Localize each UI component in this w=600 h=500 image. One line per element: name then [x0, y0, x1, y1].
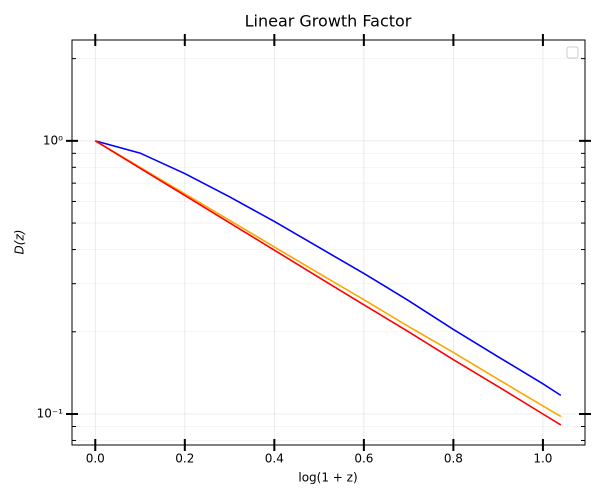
plot-frame [71, 39, 586, 446]
line-series [94, 140, 562, 418]
legend [566, 46, 579, 59]
x-tick-label: 0.0 [86, 452, 105, 466]
y-tick-label: 10⁰ [43, 133, 63, 147]
x-tick-label: 0.2 [175, 452, 194, 466]
y-axis-label: D(z) [13, 230, 27, 255]
y-tick-label: 10⁻¹ [37, 406, 64, 420]
x-tick-label: 0.8 [444, 452, 463, 466]
line-series [94, 140, 562, 426]
x-tick-label: 0.6 [354, 452, 373, 466]
chart-title: Linear Growth Factor [245, 12, 412, 31]
x-tick-label: 1.0 [533, 452, 552, 466]
x-axis-label: log(1 + z) [298, 471, 357, 485]
x-tick-label: 0.4 [265, 452, 284, 466]
line-series [95, 140, 562, 397]
